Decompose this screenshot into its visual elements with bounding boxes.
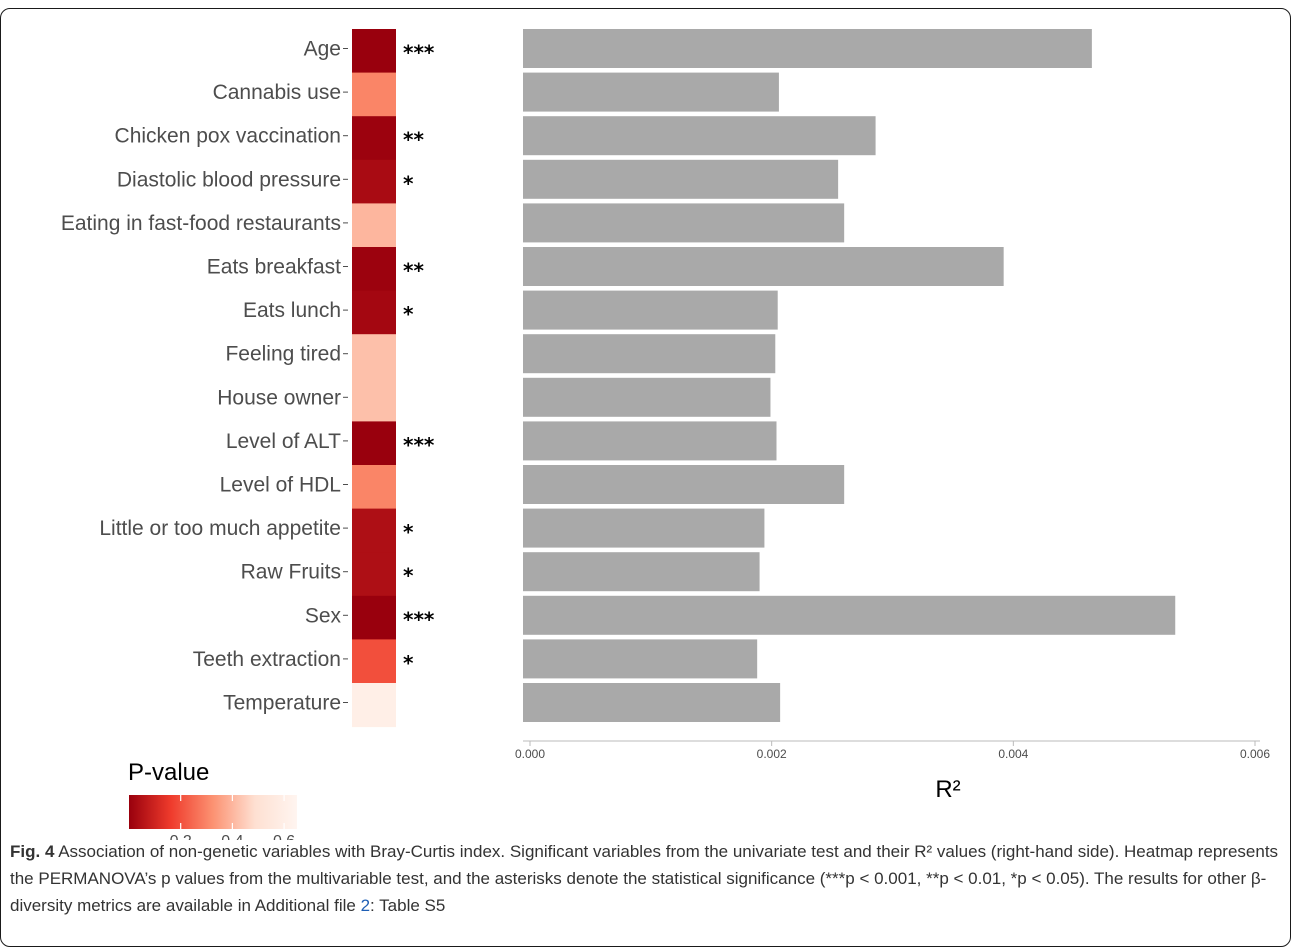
category-label: Level of ALT — [226, 430, 341, 453]
category-label: Little or too much appetite — [99, 517, 341, 540]
r2-bar — [523, 639, 758, 679]
caption-link[interactable]: 2 — [360, 896, 371, 915]
category-label: Eats lunch — [243, 299, 341, 322]
x-tick-label: 0.002 — [757, 747, 787, 761]
heatmap-cell — [352, 595, 396, 640]
category-labels: Age Cannabis use Chicken pox vaccination Di… — [61, 38, 348, 715]
category-label: Diastolic blood pressure — [117, 168, 341, 191]
r2-bar — [523, 377, 771, 417]
pvalue-heatmap — [352, 29, 396, 728]
significance-mark: ** — [403, 259, 424, 283]
category-label: Temperature — [223, 692, 341, 715]
significance-mark: * — [403, 520, 414, 544]
heatmap-cell — [352, 683, 396, 728]
legend-title: P-value — [128, 759, 209, 786]
legend-tick-label: 0.2 — [170, 833, 192, 840]
legend-colorbar — [129, 795, 297, 829]
category-label: Eating in fast-food restaurants — [61, 212, 341, 235]
r2-bar — [523, 421, 777, 461]
category-label: Raw Fruits — [241, 561, 341, 584]
r2-bar — [523, 247, 1004, 286]
heatmap-cell — [352, 421, 396, 466]
chart-svg: Age Cannabis use Chicken pox vaccination Di… — [61, 29, 1270, 840]
x-axis-title: R² — [935, 776, 960, 803]
heatmap-cell — [352, 159, 396, 204]
r2-bar — [523, 116, 876, 156]
r2-bar — [523, 334, 776, 374]
heatmap-cell — [352, 29, 396, 74]
r2-bar — [523, 159, 839, 199]
significance-mark: * — [403, 302, 414, 326]
r2-bar — [523, 29, 1092, 68]
category-label: Eats breakfast — [207, 256, 341, 279]
caption-tail: : Table S5 — [370, 896, 446, 915]
heatmap-cell — [352, 334, 396, 379]
legend-tick-label: 0.6 — [273, 833, 295, 840]
heatmap-cell — [352, 639, 396, 684]
heatmap-cell — [352, 465, 396, 510]
significance-mark: * — [403, 651, 414, 675]
category-label: Feeling tired — [225, 343, 341, 366]
pvalue-legend: P-value 0.2 0.4 0.6 — [128, 759, 297, 840]
r2-bar — [523, 290, 778, 330]
r2-bar — [523, 508, 765, 548]
significance-mark: *** — [403, 433, 435, 457]
heatmap-cell — [352, 72, 396, 117]
category-label: House owner — [217, 386, 341, 409]
x-tick-label: 0.006 — [1240, 747, 1270, 761]
x-tick-label: 0.004 — [998, 747, 1028, 761]
heatmap-cell — [352, 247, 396, 292]
heatmap-cell — [352, 377, 396, 422]
x-tick-label: 0.000 — [515, 747, 545, 761]
significance-mark: *** — [403, 41, 435, 65]
category-label: Chicken pox vaccination — [115, 125, 341, 148]
r2-bar — [523, 595, 1176, 635]
r2-bar — [523, 683, 781, 722]
category-label: Sex — [305, 604, 342, 627]
legend-tick-label: 0.4 — [221, 833, 243, 840]
significance-mark: ** — [403, 128, 424, 152]
significance-mark: *** — [403, 607, 435, 631]
r2-bar — [523, 72, 779, 112]
heatmap-cell — [352, 552, 396, 597]
figure-frame — [0, 8, 1291, 947]
significance-mark: * — [403, 171, 414, 195]
r2-bar — [523, 465, 845, 504]
r2-bars — [523, 29, 1176, 722]
r2-bar — [523, 203, 845, 243]
category-label: Cannabis use — [213, 81, 341, 104]
heatmap-cell — [352, 508, 396, 553]
x-axis: 0.000 0.002 0.004 0.006 — [515, 740, 1270, 761]
category-label: Teeth extraction — [193, 648, 341, 671]
significance-mark: * — [403, 564, 414, 588]
heatmap-cell — [352, 290, 396, 335]
caption-label: Fig. 4 — [10, 842, 55, 861]
category-label: Level of HDL — [220, 474, 341, 497]
caption-text: Association of non-genetic variables wit… — [10, 842, 1279, 915]
legend-ticks: 0.2 0.4 0.6 — [170, 795, 295, 840]
significance-marks: ****************** — [403, 41, 435, 675]
r2-bar — [523, 552, 760, 592]
category-label: Age — [304, 38, 341, 61]
heatmap-cell — [352, 116, 396, 161]
figure-caption: Fig. 4 Association of non-genetic variab… — [10, 838, 1280, 919]
heatmap-cell — [352, 203, 396, 248]
